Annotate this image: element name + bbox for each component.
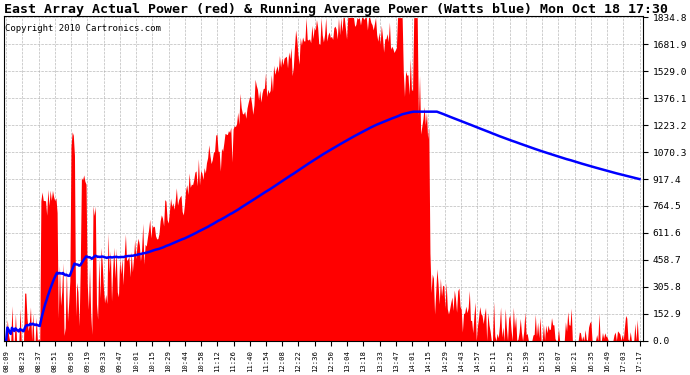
Text: East Array Actual Power (red) & Running Average Power (Watts blue) Mon Oct 18 17: East Array Actual Power (red) & Running …: [4, 3, 668, 16]
Text: Copyright 2010 Cartronics.com: Copyright 2010 Cartronics.com: [5, 24, 161, 33]
